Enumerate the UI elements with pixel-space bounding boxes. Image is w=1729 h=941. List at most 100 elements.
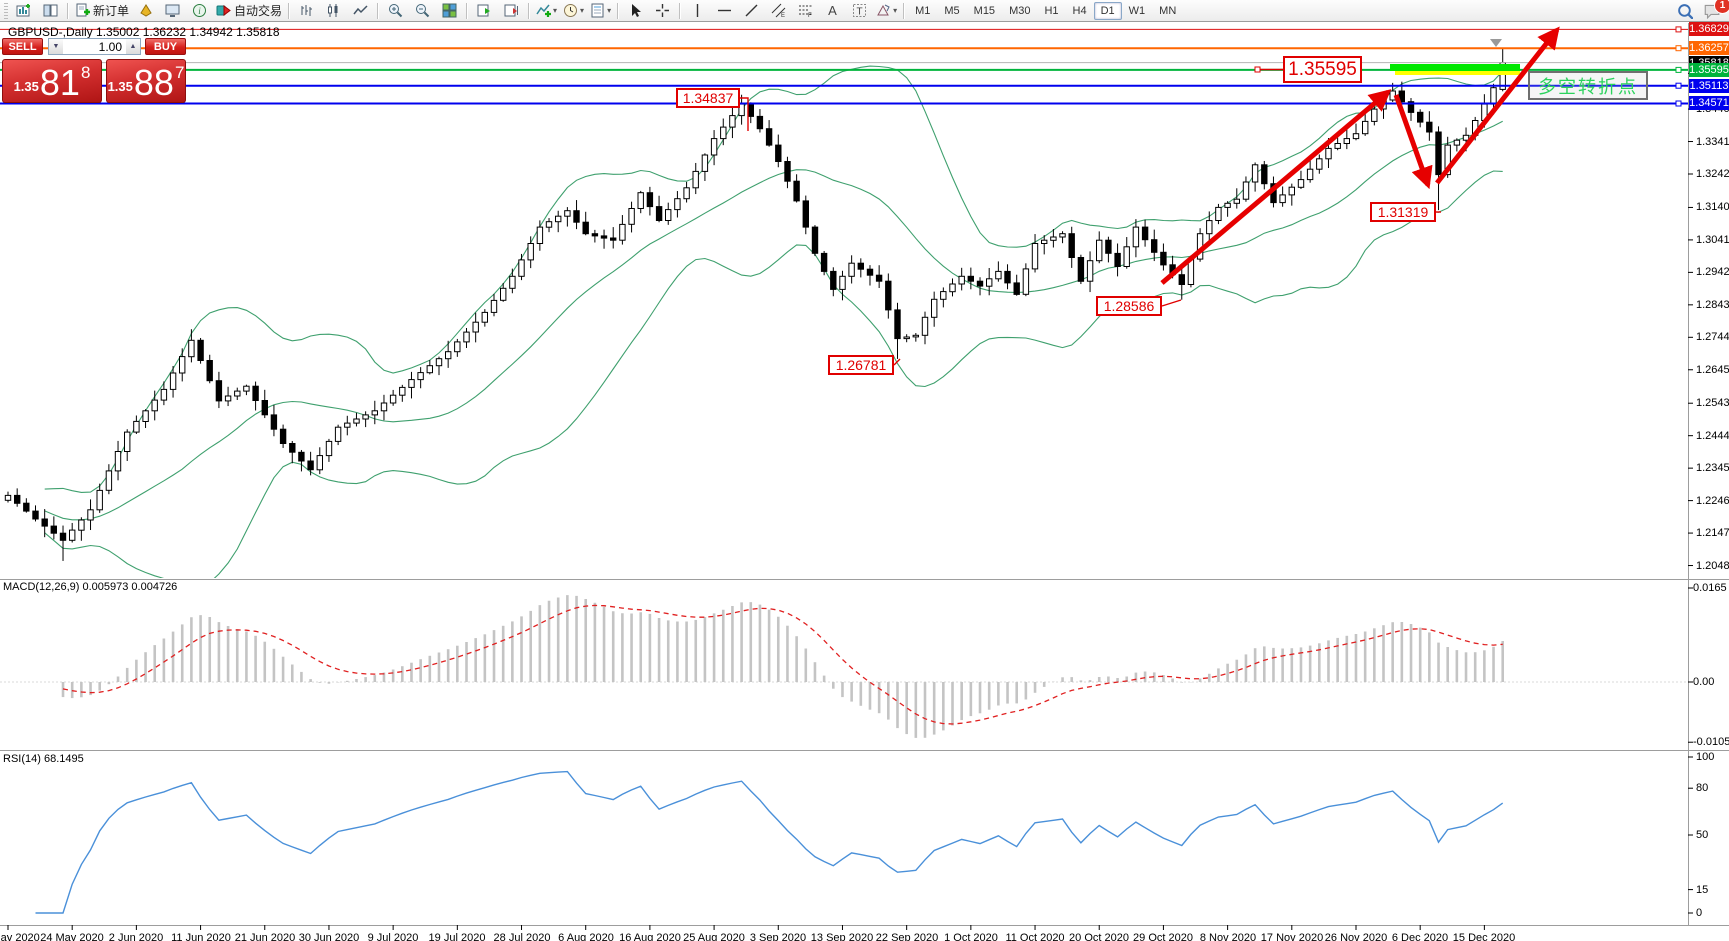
buy-price-tile[interactable]: 1.35 88 7	[106, 59, 186, 103]
support-zone-highlight[interactable]	[1390, 64, 1520, 75]
rsi-axis-tick: 100	[1696, 751, 1715, 763]
auto-scroll-button[interactable]	[471, 0, 498, 21]
fibo-icon: F	[799, 5, 813, 18]
timeframe-w1-button[interactable]: W1	[1128, 4, 1146, 17]
trend-arrows[interactable]	[1160, 26, 1560, 285]
templates-button[interactable]: ▾	[587, 0, 614, 21]
data-window-button[interactable]: i	[186, 0, 213, 21]
channel-tool-button[interactable]: E	[765, 0, 792, 21]
trendline-tool-button[interactable]	[738, 0, 765, 21]
timeframe-h1-button[interactable]: H1	[1044, 4, 1059, 17]
price-axis-tick: 1.22460	[1696, 495, 1729, 507]
crosshair-icon	[656, 4, 670, 17]
line-chart-mode-button[interactable]	[347, 0, 374, 21]
rsi-line	[35, 770, 1504, 914]
profiles-icon	[43, 4, 58, 17]
price-axis-tick: 1.24440	[1696, 430, 1729, 442]
timeframe-m30-button[interactable]: M30	[1009, 4, 1031, 17]
sell-price-tile[interactable]: 1.35 81 8	[2, 59, 102, 103]
price-axis-tick: 1.28430	[1696, 299, 1729, 311]
auto-trading-button[interactable]: 自动交易	[213, 0, 285, 21]
tile-windows-button[interactable]	[436, 0, 463, 21]
bars-icon	[301, 5, 313, 16]
date-axis-tick: 25 Aug 2020	[683, 932, 745, 941]
svg-text:A: A	[828, 3, 837, 18]
date-axis-tick: 19 Jul 2020	[428, 932, 486, 941]
periods-button[interactable]: ▾	[560, 0, 587, 21]
terminal-button[interactable]	[159, 0, 186, 21]
bar-chart-mode-button[interactable]	[293, 0, 320, 21]
buy-button[interactable]: BUY	[145, 38, 186, 55]
price-callout[interactable]: 1.31319	[1370, 202, 1436, 222]
price-callout[interactable]: 1.28586	[1096, 296, 1162, 316]
notifications-button[interactable]: 1	[1698, 0, 1729, 21]
candles-icon	[328, 4, 338, 17]
date-axis-tick: 28 Jul 2020	[493, 932, 551, 941]
candlesticks	[4, 48, 1506, 561]
text-tool-button[interactable]: A	[819, 0, 846, 21]
new-order-label: 新订单	[93, 4, 130, 18]
horizontal-line-tool-button[interactable]	[711, 0, 738, 21]
volume-input[interactable]: 1.00	[98, 39, 122, 54]
template-icon	[591, 3, 604, 18]
date-axis-tick: 24 May 2020	[40, 932, 104, 941]
timeframe-h4-button[interactable]: H4	[1072, 4, 1087, 17]
zoom-out-button[interactable]	[409, 0, 436, 21]
dropdown-arrow-icon: ▾	[580, 6, 585, 15]
new-order-button[interactable]: 新订单	[72, 0, 132, 21]
callout-connectors	[740, 66, 1441, 366]
metaeditor-button[interactable]	[132, 0, 159, 21]
sell-button[interactable]: SELL	[2, 38, 43, 55]
fibonacci-tool-button[interactable]: F	[792, 0, 819, 21]
volume-decrease-button[interactable]: ▼	[49, 39, 63, 54]
orderplus-icon	[76, 3, 90, 17]
chart-shift-button[interactable]	[498, 0, 525, 21]
timeframe-m15-button[interactable]: M15	[973, 4, 996, 17]
chartplus-icon	[16, 4, 30, 17]
autotrade-icon	[216, 5, 231, 16]
zoom-in-button[interactable]	[382, 0, 409, 21]
cursor-tool-button[interactable]	[622, 0, 649, 21]
rsi-label: RSI(14) 68.1495	[3, 753, 84, 765]
search-button[interactable]	[1671, 0, 1698, 21]
buy-price-big: 88	[133, 62, 174, 103]
indicators-button[interactable]: ▾	[533, 0, 560, 21]
date-axis-tick: 6 Aug 2020	[558, 932, 614, 941]
timeframe-d1-button[interactable]: D1	[1093, 1, 1122, 20]
one-click-trading-panel: SELL ▼ 1.00 ▲ BUY 1.35 81 8 1.35 88 7	[2, 38, 186, 104]
profiles-button[interactable]	[37, 0, 64, 21]
price-callout[interactable]: 1.26781	[828, 355, 894, 375]
timeframe-mn-button[interactable]: MN	[1159, 4, 1177, 17]
macd-axis-tick: -0.010571	[1693, 736, 1729, 748]
price-callout[interactable]: 1.34837	[676, 88, 740, 108]
vertical-line-tool-button[interactable]	[684, 0, 711, 21]
note-box-bull-bear-turning-point[interactable]: 多空转折点	[1528, 71, 1648, 100]
crosshair-tool-button[interactable]	[649, 0, 676, 21]
auto-trading-label: 自动交易	[234, 4, 283, 18]
bollinger-bands	[44, 65, 1504, 578]
arrows-tool-button[interactable]: ▾	[873, 0, 900, 21]
dropdown-arrow-icon: ▾	[893, 6, 898, 15]
hline-icon	[718, 9, 732, 12]
price-axis-tick: 1.30410	[1696, 234, 1729, 246]
timeframe-m5-button[interactable]: M5	[944, 4, 960, 17]
timeframe-m1-button[interactable]: M1	[915, 4, 931, 17]
volume-increase-button[interactable]: ▲	[126, 39, 140, 54]
price-callout[interactable]: 1.35595	[1283, 56, 1362, 83]
volume-spinner[interactable]: ▼ 1.00 ▲	[48, 38, 141, 55]
toolbar: 新订单 i 自动交易 ▾ ▾ ▾ E F A T ▾ M1 M5 M15 M30 H1 H4 D1 W1 MN 1	[0, 0, 1729, 22]
label-tool-button[interactable]: T	[846, 0, 873, 21]
new-chart-button[interactable]	[10, 0, 37, 21]
rsi-axis-tick: 0	[1696, 907, 1703, 919]
buy-price-prefix: 1.35	[107, 79, 133, 94]
chart-canvas[interactable]	[0, 23, 1729, 941]
vline-icon	[696, 4, 699, 17]
chart-region: GBPUSD-,Daily 1.35002 1.36232 1.34942 1.…	[0, 22, 1729, 941]
dropdown-arrow-icon: ▾	[553, 6, 558, 15]
linechart-icon	[353, 5, 368, 15]
macd-axis-tick: 0.00	[1693, 676, 1715, 688]
labelT-icon: T	[853, 4, 867, 18]
tiles-icon	[442, 3, 457, 18]
candlestick-mode-button[interactable]	[320, 0, 347, 21]
